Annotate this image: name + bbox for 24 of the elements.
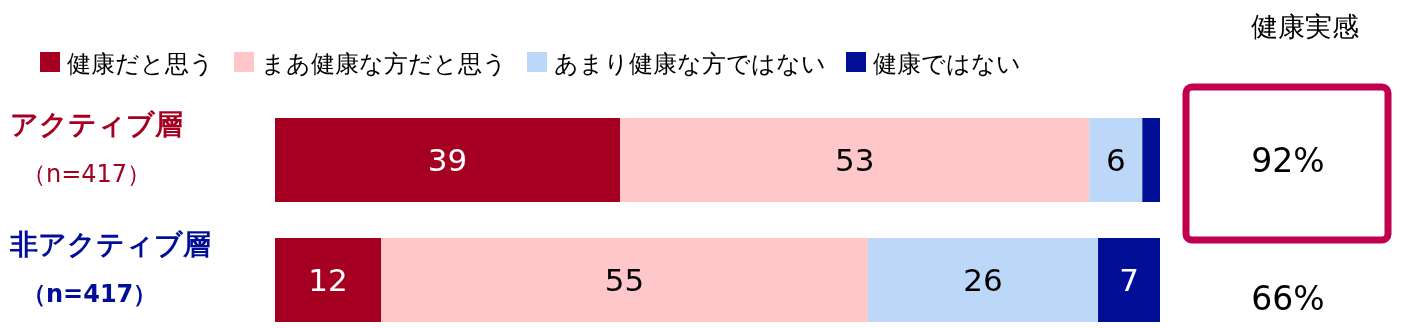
data-label: 53 bbox=[834, 142, 875, 178]
bar bbox=[275, 238, 382, 322]
data-label: 6 bbox=[1105, 142, 1126, 178]
text: 健康実感 bbox=[1251, 11, 1359, 42]
bar bbox=[620, 118, 1090, 202]
bar bbox=[381, 238, 868, 322]
data-label: 26 bbox=[963, 262, 1003, 298]
legend-label: あまり健康な方ではない bbox=[554, 50, 826, 78]
y-tick-label: アクティブ層（n=417） bbox=[10, 108, 183, 188]
text: 92% bbox=[1251, 141, 1325, 180]
data-label: 55 bbox=[604, 262, 645, 298]
bar bbox=[275, 118, 621, 202]
bar bbox=[867, 238, 1099, 322]
text: 66% bbox=[1251, 279, 1325, 318]
legend-label: 健康だと思う bbox=[67, 50, 214, 78]
bar bbox=[1089, 118, 1143, 202]
data-label: 39 bbox=[427, 142, 468, 178]
data-label: 12 bbox=[308, 262, 348, 298]
y-tick-label: 非アクティブ層（n=417） bbox=[9, 228, 211, 308]
bar bbox=[1142, 118, 1160, 202]
bar bbox=[1098, 238, 1160, 322]
legend-label: 健康ではない bbox=[873, 50, 1021, 78]
data-label: 7 bbox=[1119, 262, 1139, 298]
legend-label: まあ健康な方だと思う bbox=[261, 50, 507, 78]
